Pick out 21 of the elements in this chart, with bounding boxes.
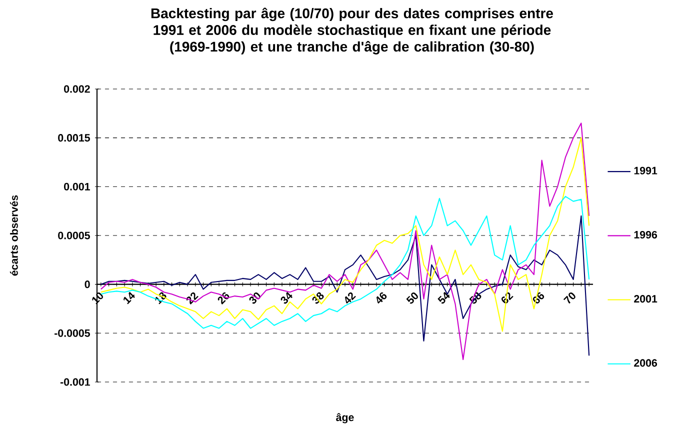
chart-title: Backtesting par âge (10/70) pour des dates comprises entre 1991 et 2006 du modèle stochastique en fixant une période (1969-1990) et une tranche d'âge de calibration (30-80) xyxy=(151,8,553,55)
y-tick-label: 0.002 xyxy=(64,85,90,93)
x-tick-label: 50 xyxy=(406,292,418,304)
y-tick-label: -0.001 xyxy=(60,378,90,386)
x-tick-label: 54 xyxy=(438,292,450,304)
y-tick-label: 0.0015 xyxy=(58,134,90,142)
y-tick-label: 0 xyxy=(84,280,90,288)
x-tick-label: 34 xyxy=(280,292,293,304)
legend-label: 1996 xyxy=(634,231,658,239)
x-tick-label: 42 xyxy=(344,292,356,304)
y-tick-label: 0.0005 xyxy=(58,232,90,240)
y-tick-label: -0.0005 xyxy=(54,330,90,338)
legend-label: 1991 xyxy=(634,166,658,175)
x-axis-title: âge xyxy=(336,413,354,424)
legend-label: 2006 xyxy=(634,359,658,367)
y-tick-label: 0.001 xyxy=(64,183,90,191)
x-tick-label: 46 xyxy=(376,292,387,304)
legend-label: 2001 xyxy=(634,295,658,303)
x-tick-label: 14 xyxy=(124,292,135,304)
y-axis-title: écarts observés xyxy=(10,195,18,276)
x-tick-label: 70 xyxy=(563,292,576,304)
